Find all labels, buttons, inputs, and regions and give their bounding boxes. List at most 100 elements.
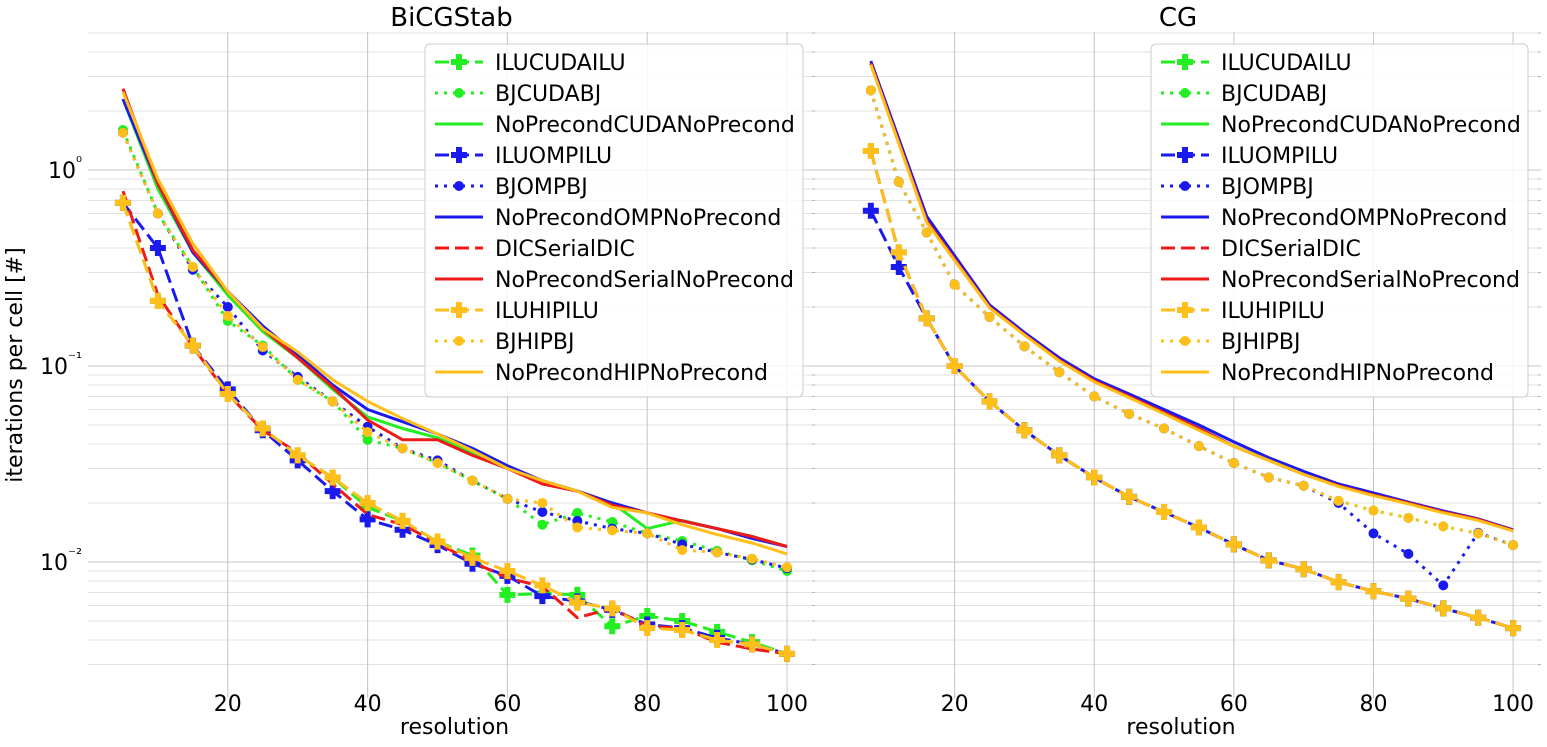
series-BJHIPBJ (865, 85, 1519, 551)
data-point (674, 621, 691, 638)
data-point (1368, 505, 1379, 516)
legend-entry: DICSerialDIC (1161, 237, 1361, 262)
legend-entry: NoPrecondSerialNoPrecond (1161, 268, 1520, 293)
data-point (1263, 472, 1274, 483)
legend-marker (451, 302, 467, 318)
data-point (1298, 480, 1309, 491)
series-ILUHIPILU (862, 143, 1522, 637)
data-point (429, 533, 446, 550)
x-axis-label: resolution (400, 715, 509, 740)
data-point (222, 301, 233, 312)
series-line (121, 132, 788, 569)
data-point (862, 202, 879, 219)
data-point (1365, 583, 1382, 600)
x-tick-label: 20 (941, 692, 969, 717)
legend-entry: BJHIPBJ (1161, 330, 1300, 355)
data-point (918, 310, 935, 327)
x-tick-label: 40 (1080, 692, 1108, 717)
data-point (1159, 423, 1170, 434)
legend-label: BJHIPBJ (495, 330, 574, 355)
data-point (865, 85, 876, 96)
x-tick-label: 100 (1492, 692, 1534, 717)
x-tick-label: 100 (766, 692, 808, 717)
data-point (744, 636, 761, 653)
data-point (1403, 548, 1414, 559)
data-point (467, 475, 478, 486)
data-point (1295, 561, 1312, 578)
legend-entry: ILUCUDAILU (1161, 51, 1352, 76)
data-point (890, 244, 907, 261)
data-point (149, 239, 166, 256)
data-point (502, 493, 513, 504)
legend-label: BJHIPBJ (1221, 330, 1300, 355)
series-NoPrecondHIPNoPrecond (869, 64, 1514, 533)
legend-entry: NoPrecondCUDANoPrecond (1161, 113, 1521, 138)
legend-entry: ILUHIPILU (1161, 299, 1325, 324)
data-point (324, 469, 341, 486)
legend-label: NoPrecondCUDANoPrecond (1221, 113, 1521, 138)
legend-marker (1177, 302, 1193, 318)
x-tick-label: 20 (214, 692, 242, 717)
data-point (219, 385, 236, 402)
data-point (1086, 469, 1103, 486)
series-line (121, 129, 788, 573)
data-point (1190, 519, 1207, 536)
data-point (890, 258, 907, 275)
series-ILUHIPILU (114, 194, 796, 662)
legend-entry: ILUHIPILU (435, 299, 599, 324)
data-point (1124, 408, 1135, 419)
data-point (1508, 540, 1519, 551)
legend: ILUCUDAILU BJCUDABJ NoPrecondCUDANoPrecond… (424, 43, 804, 398)
data-point (537, 497, 548, 508)
x-tick-label: 40 (354, 692, 382, 717)
data-point (292, 374, 303, 385)
data-point (1225, 536, 1242, 553)
legend-label: DICSerialDIC (495, 237, 635, 262)
legend-entry: NoPrecondHIPNoPrecond (435, 361, 768, 386)
legend-marker (1177, 147, 1193, 163)
data-point (747, 553, 758, 564)
data-point (1260, 552, 1277, 569)
legend-label: ILUHIPILU (495, 299, 599, 324)
x-axis-label: resolution (1126, 715, 1235, 740)
data-point (1156, 503, 1173, 520)
legend-entry: BJCUDABJ (435, 82, 601, 107)
panel-1: 20 40 60 80 100 CG resolution ILUCUDAILU BJCUDAB… (815, 3, 1541, 740)
data-point (607, 525, 618, 536)
data-point (782, 562, 793, 573)
data-point (464, 549, 481, 566)
data-point (117, 127, 128, 138)
data-point (1438, 580, 1449, 591)
x-tick-label: 60 (1220, 692, 1248, 717)
data-point (1473, 528, 1484, 539)
data-point (1400, 590, 1417, 607)
data-point (712, 547, 723, 558)
data-point (359, 511, 376, 528)
data-point (921, 227, 932, 238)
data-point (1505, 620, 1522, 637)
legend-entry: NoPrecondSerialNoPrecond (435, 268, 794, 293)
data-point (1016, 422, 1033, 439)
legend-entry: ILUCUDAILU (435, 51, 626, 76)
legend-box (1150, 43, 1529, 398)
series-line (869, 64, 1514, 533)
data-point (327, 396, 338, 407)
x-tick-label: 60 (493, 692, 521, 717)
legend-label: NoPrecondCUDANoPrecond (495, 113, 795, 138)
svg-text:10⁻²: 10⁻² (40, 545, 82, 576)
y-tick-label: 10⁻² (40, 545, 82, 576)
data-point (709, 631, 726, 648)
x-tick-label: 80 (1359, 692, 1387, 717)
data-point (394, 512, 411, 529)
data-point (677, 545, 688, 556)
data-point (362, 434, 373, 445)
data-point (569, 594, 586, 611)
legend-entry: NoPrecondCUDANoPrecond (435, 113, 795, 138)
data-point (779, 645, 796, 662)
data-point (324, 483, 341, 500)
series-line (121, 202, 788, 656)
data-point (1368, 528, 1379, 539)
series-line (121, 91, 788, 556)
data-point (1438, 521, 1449, 532)
